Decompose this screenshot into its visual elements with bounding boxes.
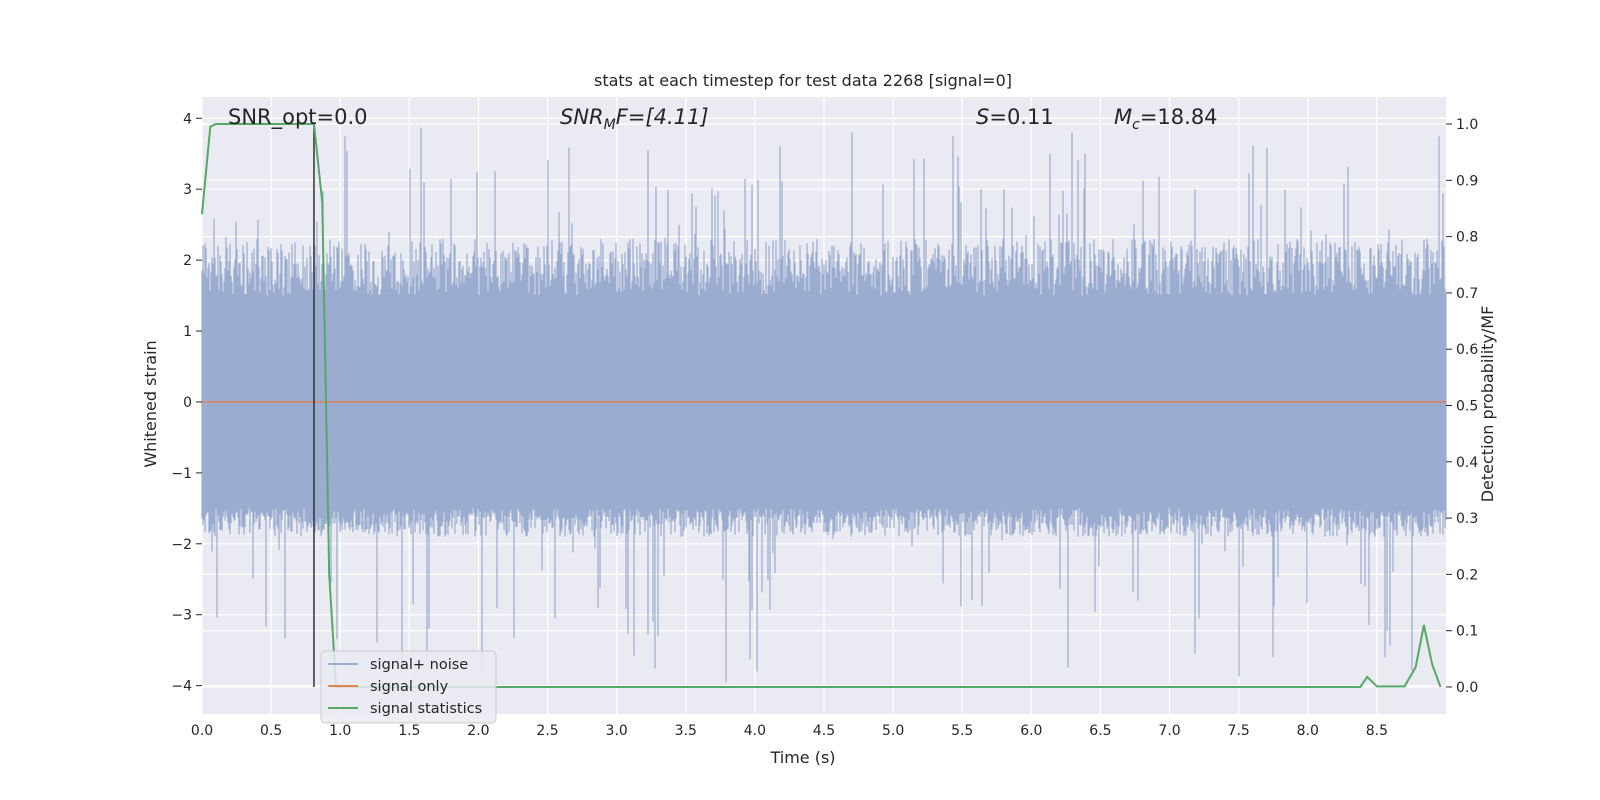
x-tick-label: 0.5 — [260, 723, 282, 739]
noise-trace — [201, 127, 1447, 682]
x-tick-label: 8.5 — [1366, 723, 1388, 739]
x-tick-label: 1.0 — [329, 723, 351, 739]
x-tick-label: 2.5 — [536, 723, 558, 739]
legend: signal+ noise signal only signal statist… — [320, 650, 497, 724]
x-tick-label: 7.5 — [1228, 723, 1250, 739]
y2-tick-label: 0.0 — [1456, 680, 1478, 696]
annotation-s: S=0.11 — [976, 105, 1054, 129]
y-tick-label: 2 — [183, 253, 192, 269]
legend-label-stats: signal statistics — [370, 701, 482, 717]
annotation-mc: Mc=18.84 — [1114, 105, 1218, 133]
y2-tick-label: 1.0 — [1456, 117, 1478, 133]
y-tick-label: −4 — [171, 679, 192, 695]
annotation-snr-opt: SNR_opt=0.0 — [228, 105, 368, 130]
y2-tick-label: 0.6 — [1456, 342, 1478, 358]
series-signal-noise — [201, 127, 1447, 682]
y2-axis-ticks: 1.0 0.9 0.8 0.7 0.6 0.5 0.4 0.3 0.2 0.1 0.0 — [1446, 117, 1478, 696]
x-tick-label: 2.0 — [467, 723, 489, 739]
y2-tick-label: 0.4 — [1456, 455, 1478, 471]
x-tick-label: 5.0 — [882, 723, 904, 739]
y-axis-label: Whitened strain — [141, 340, 160, 467]
y-tick-label: 4 — [183, 111, 192, 127]
x-axis-ticks: 0.0 0.5 1.0 1.5 2.0 2.5 3.0 3.5 4.0 4.5 5.0 5.5 6.0 6… — [191, 723, 1388, 739]
x-tick-label: 1.5 — [398, 723, 420, 739]
y-axis-ticks: 4 3 2 1 0 −1 −2 −3 −4 — [171, 111, 202, 695]
y-tick-label: −1 — [171, 466, 192, 482]
y2-tick-label: 0.2 — [1456, 567, 1478, 583]
x-tick-label: 7.0 — [1158, 723, 1180, 739]
y-tick-label: 1 — [183, 324, 192, 340]
x-tick-label: 3.0 — [606, 723, 628, 739]
x-tick-label: 3.5 — [675, 723, 697, 739]
y-tick-label: −2 — [171, 537, 192, 553]
y-tick-label: 3 — [183, 182, 192, 198]
legend-box — [320, 650, 497, 724]
y2-tick-label: 0.5 — [1456, 399, 1478, 415]
x-tick-label: 4.0 — [744, 723, 766, 739]
series-signal-statistics-line — [201, 123, 1442, 688]
y-tick-label: 0 — [183, 395, 192, 411]
y2-tick-label: 0.8 — [1456, 230, 1478, 246]
x-tick-label: 4.5 — [813, 723, 835, 739]
y2-tick-label: 0.3 — [1456, 511, 1478, 527]
x-axis-label: Time (s) — [769, 748, 835, 767]
annotation-snr-mf: SNRMF=[4.11] — [560, 105, 709, 133]
x-tick-label: 6.5 — [1089, 723, 1111, 739]
y-tick-label: −3 — [171, 608, 192, 624]
legend-label-signal: signal only — [370, 679, 449, 695]
x-tick-label: 5.5 — [951, 723, 973, 739]
x-tick-label: 0.0 — [191, 723, 213, 739]
x-tick-label: 6.0 — [1020, 723, 1042, 739]
y2-tick-label: 0.9 — [1456, 173, 1478, 189]
y2-axis-label: Detection probability/MF — [1478, 306, 1497, 503]
x-tick-label: 8.0 — [1297, 723, 1319, 739]
legend-label-noise: signal+ noise — [370, 657, 468, 673]
chart-title: stats at each timestep for test data 226… — [594, 71, 1012, 90]
y2-tick-label: 0.1 — [1456, 624, 1478, 640]
y2-tick-label: 0.7 — [1456, 286, 1478, 302]
